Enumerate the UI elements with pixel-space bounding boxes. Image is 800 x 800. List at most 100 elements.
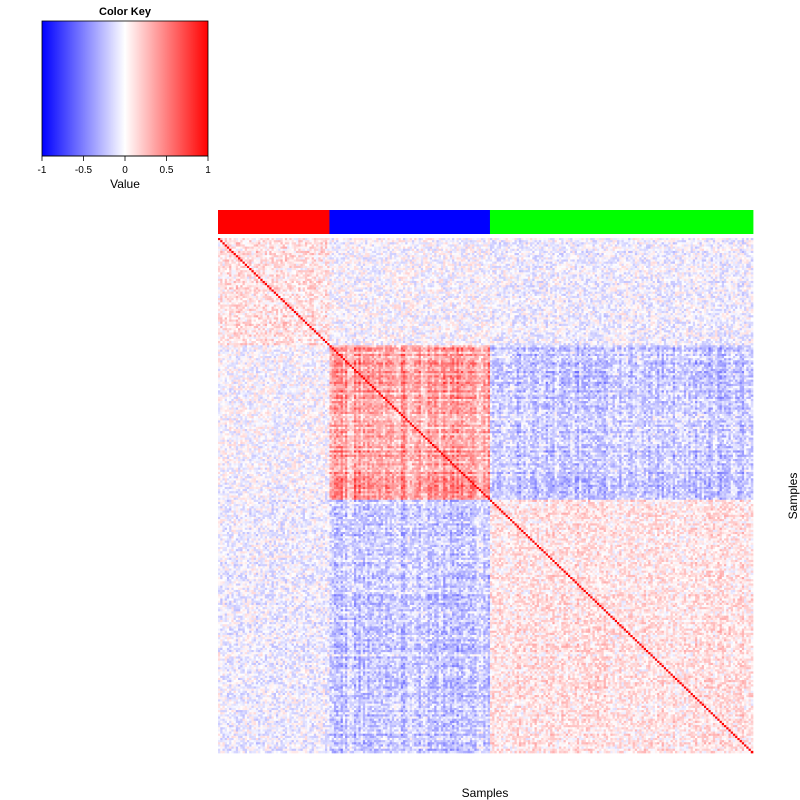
- heatmap-cell: [637, 249, 640, 252]
- heatmap-cell: [425, 242, 428, 245]
- heatmap-cell: [287, 255, 290, 257]
- heatmap-cell: [535, 238, 538, 241]
- heatmap-cell: [256, 249, 259, 252]
- heatmap-cell: [465, 253, 468, 256]
- heatmap-cell: [508, 240, 511, 243]
- heatmap-cell: [648, 249, 651, 252]
- heatmap-cell: [334, 242, 337, 245]
- heatmap-cell: [626, 244, 629, 247]
- color-key-tick-label: -1: [38, 165, 47, 176]
- heatmap-cell: [430, 251, 433, 254]
- heatmap-cell: [374, 240, 377, 243]
- heatmap-cell: [421, 240, 424, 243]
- heatmap-cell: [671, 240, 674, 243]
- heatmap-cell: [350, 247, 353, 250]
- heatmap-cell: [401, 253, 404, 256]
- heatmap-cell: [624, 240, 627, 243]
- heatmap-cell: [283, 255, 286, 257]
- heatmap-cell: [564, 251, 567, 254]
- heatmap-cell: [298, 238, 301, 241]
- heatmap-cell: [702, 240, 705, 243]
- heatmap-cell: [684, 242, 687, 245]
- heatmap-cell: [528, 238, 531, 241]
- heatmap-cell: [312, 255, 315, 257]
- heatmap-cell: [238, 244, 241, 247]
- heatmap-cell: [550, 242, 553, 245]
- heatmap-cell: [624, 242, 627, 245]
- heatmap-cell: [604, 249, 607, 252]
- heatmap-cell: [483, 240, 486, 243]
- heatmap-cell: [318, 240, 321, 243]
- heatmap-cell: [452, 242, 455, 245]
- heatmap-cell: [700, 247, 703, 250]
- heatmap-cell: [613, 242, 616, 245]
- heatmap-cell: [630, 242, 633, 245]
- heatmap-cell: [452, 251, 455, 254]
- heatmap-cell: [546, 247, 549, 250]
- heatmap-cell: [486, 240, 489, 243]
- heatmap-cell: [327, 240, 330, 243]
- heatmap-cell: [267, 242, 270, 245]
- heatmap-cell: [586, 244, 589, 247]
- heatmap-cell: [501, 249, 504, 252]
- heatmap-cell: [347, 238, 350, 241]
- heatmap-cell: [285, 238, 288, 241]
- heatmap-cell: [490, 240, 493, 243]
- heatmap-cell: [220, 249, 223, 252]
- heatmap-cell: [555, 247, 558, 250]
- heatmap-cell: [720, 242, 723, 245]
- heatmap-cell: [361, 247, 364, 250]
- heatmap-cell: [610, 240, 613, 243]
- heatmap-cell: [644, 242, 647, 245]
- heatmap-cell: [539, 247, 542, 250]
- heatmap-cell: [345, 251, 348, 254]
- heatmap-cell: [323, 238, 326, 241]
- heatmap-cell: [414, 244, 417, 247]
- heatmap-cell: [659, 249, 662, 252]
- heatmap-cell: [251, 247, 254, 250]
- heatmap-cell: [621, 249, 624, 252]
- heatmap-cell: [234, 253, 237, 256]
- heatmap-cell: [650, 242, 653, 245]
- heatmap-cell: [481, 251, 484, 254]
- heatmap-cell: [561, 253, 564, 256]
- heatmap-cell: [608, 244, 611, 247]
- heatmap-cell: [655, 238, 658, 241]
- heatmap-cell: [414, 249, 417, 252]
- heatmap-cell: [316, 238, 319, 241]
- heatmap-cell: [468, 238, 471, 241]
- heatmap-cell: [260, 242, 263, 245]
- heatmap-cell: [227, 240, 230, 243]
- heatmap-cell: [668, 240, 671, 243]
- heatmap-cell: [294, 242, 297, 245]
- heatmap-cell: [247, 255, 250, 257]
- heatmap-cell: [423, 242, 426, 245]
- heatmap-cell: [387, 249, 390, 252]
- heatmap-cell: [717, 247, 720, 250]
- heatmap-cell: [688, 253, 691, 256]
- heatmap-cell: [492, 253, 495, 256]
- heatmap-cell: [497, 238, 500, 241]
- heatmap-cell: [526, 247, 529, 250]
- heatmap-cell: [318, 251, 321, 254]
- heatmap-cell: [621, 244, 624, 247]
- heatmap-cell: [325, 251, 328, 254]
- heatmap-cell: [659, 242, 662, 245]
- heatmap-cell: [336, 249, 339, 252]
- heatmap-cell: [370, 238, 373, 241]
- heatmap-cell: [399, 251, 402, 254]
- heatmap-cell: [443, 242, 446, 245]
- heatmap-cell: [220, 247, 223, 250]
- heatmap-cell: [532, 240, 535, 243]
- heatmap-cell: [653, 247, 656, 250]
- heatmap-cell: [321, 238, 324, 241]
- heatmap-cell: [675, 244, 678, 247]
- heatmap-cell: [323, 251, 326, 254]
- heatmap-cell: [316, 251, 319, 254]
- heatmap-cell: [535, 242, 538, 245]
- heatmap-cell: [737, 251, 740, 254]
- heatmap-cell: [633, 242, 636, 245]
- heatmap-cell: [222, 249, 225, 252]
- heatmap-cell: [728, 238, 731, 241]
- heatmap-cell: [523, 247, 526, 250]
